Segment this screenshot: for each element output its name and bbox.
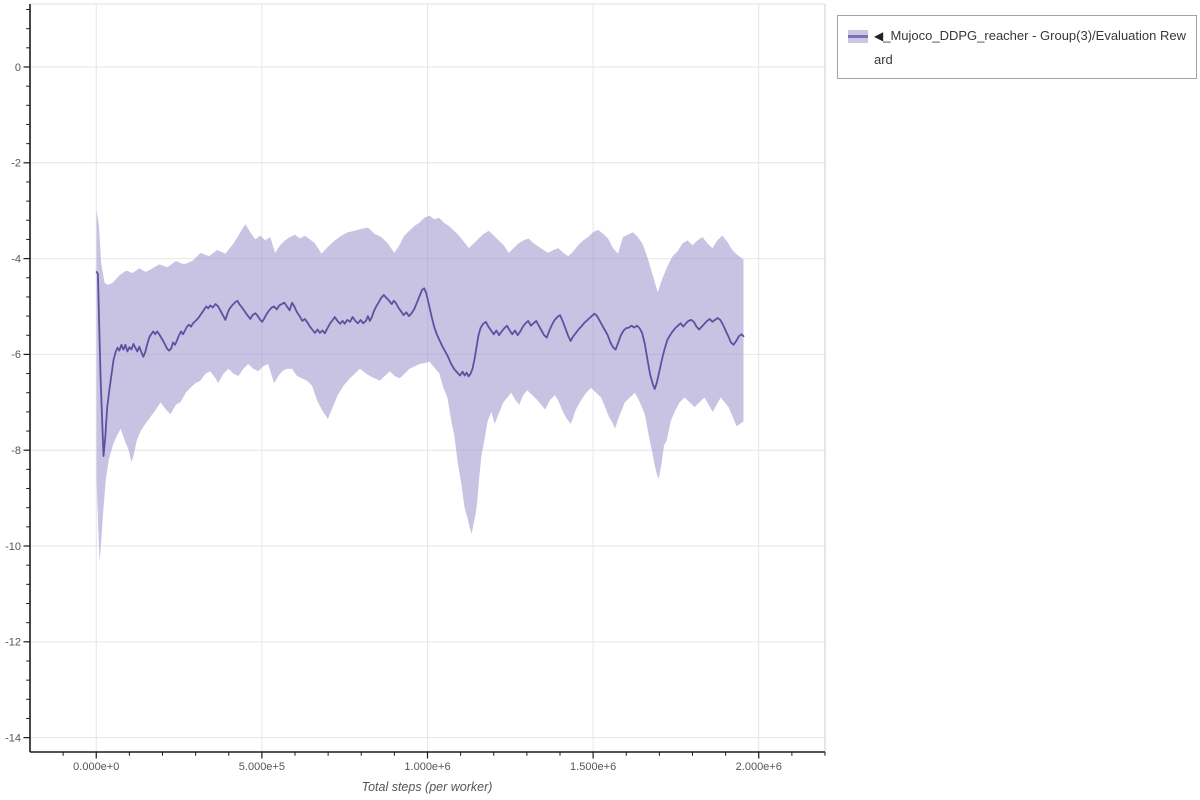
series-band [96, 210, 744, 563]
x-axis: 0.000e+0 5.000e+5 1.000e+6 1.500e+6 2.000e+6 [30, 751, 826, 773]
legend-label: ◀_Mujoco_DDPG_reacher - Group(3)/Evaluat… [874, 24, 1190, 72]
y-tick-label: -8 [11, 445, 21, 457]
grid-layer [30, 4, 825, 752]
x-tick-label: 5.000e+5 [239, 761, 285, 773]
mean-line [95, 271, 745, 457]
legend-label-text: _Mujoco_DDPG_reacher - Group(3)/Evaluati… [874, 28, 1186, 67]
x-axis-title: Total steps (per worker) [362, 780, 493, 794]
x-tick-label: 1.500e+6 [570, 761, 616, 773]
x-tick-label: 2.000e+6 [736, 761, 782, 773]
y-tick-label: -2 [11, 158, 21, 170]
plot-area[interactable] [30, 4, 825, 752]
series-line-icon [848, 35, 868, 38]
chart: 0.000e+0 5.000e+5 1.000e+6 1.500e+6 2.000e+6… [5, 3, 826, 794]
x-tick-label: 1.000e+6 [404, 761, 450, 773]
plot-border [30, 3, 826, 752]
y-tick-label: 0 [15, 62, 21, 74]
collapse-arrow-icon[interactable]: ◀ [874, 29, 884, 43]
y-tick-label: -14 [5, 732, 21, 744]
y-axis: 0 -2 -4 -6 -8 -10 -12 -14 [5, 4, 31, 752]
series-swatch-icon [848, 30, 868, 43]
band-area [96, 210, 744, 563]
y-tick-label: -12 [5, 637, 21, 649]
legend-item[interactable]: ◀_Mujoco_DDPG_reacher - Group(3)/Evaluat… [848, 24, 1190, 72]
y-tick-label: -10 [5, 541, 21, 553]
x-tick-label: 0.000e+0 [73, 761, 119, 773]
series-line [95, 271, 745, 457]
y-tick-label: -6 [11, 349, 21, 361]
y-tick-label: -4 [11, 253, 21, 265]
legend: ◀_Mujoco_DDPG_reacher - Group(3)/Evaluat… [837, 15, 1197, 79]
